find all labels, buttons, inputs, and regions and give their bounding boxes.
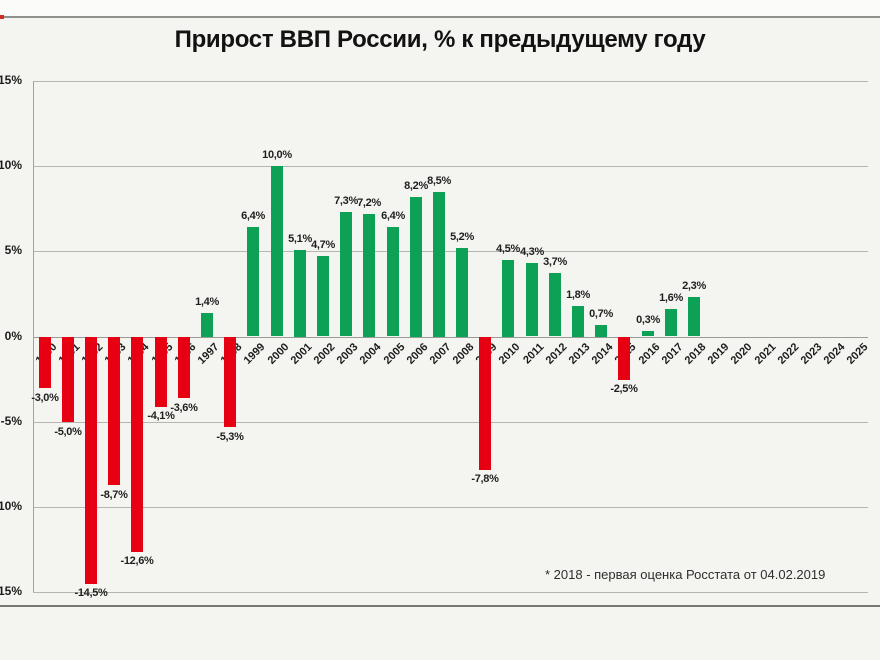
bar-2004 xyxy=(363,214,375,337)
gridline-5% xyxy=(33,251,868,252)
bar-1997 xyxy=(201,313,213,337)
bar-2015 xyxy=(618,337,630,380)
gridline--10% xyxy=(33,507,868,508)
footnote: * 2018 - первая оценка Росстата от 04.02… xyxy=(545,567,826,582)
value-label-2018: 2,3% xyxy=(682,280,706,292)
bar-2013 xyxy=(572,306,584,337)
value-label-1991: -5,0% xyxy=(54,426,82,438)
bar-1999 xyxy=(247,227,259,336)
value-label-2003: 7,3% xyxy=(334,195,358,207)
y-axis-line xyxy=(33,81,34,592)
y-tick--5%: -5% xyxy=(0,414,22,428)
bar-2014 xyxy=(595,325,607,337)
bar-2002 xyxy=(317,256,329,336)
bar-2008 xyxy=(456,248,468,337)
value-label-2016: 0,3% xyxy=(636,314,660,326)
value-label-2009: -7,8% xyxy=(471,473,499,485)
bar-2003 xyxy=(340,212,352,336)
bar-2000 xyxy=(271,166,283,336)
value-label-2000: 10,0% xyxy=(262,149,292,161)
bar-1995 xyxy=(155,337,167,407)
bar-1992 xyxy=(85,337,97,584)
y-tick-15%: 15% xyxy=(0,73,22,87)
bar-2006 xyxy=(410,197,422,337)
gridline--15% xyxy=(33,592,868,593)
bar-1993 xyxy=(108,337,120,485)
value-label-2013: 1,8% xyxy=(566,289,590,301)
value-label-1995: -4,1% xyxy=(147,410,175,422)
value-label-1996: -3,6% xyxy=(170,402,198,414)
value-label-2017: 1,6% xyxy=(659,292,683,304)
value-label-2015: -2,5% xyxy=(610,383,638,395)
y-tick--10%: -10% xyxy=(0,499,22,513)
value-label-2012: 3,7% xyxy=(543,256,567,268)
y-tick-10%: 10% xyxy=(0,158,22,172)
value-label-1990: -3,0% xyxy=(31,392,59,404)
value-label-2007: 8,5% xyxy=(427,175,451,187)
bar-1990 xyxy=(39,337,51,388)
video-player-top-strip xyxy=(0,0,880,16)
value-label-1997: 1,4% xyxy=(195,296,219,308)
bar-2011 xyxy=(526,263,538,336)
value-label-2011: 4,3% xyxy=(520,246,544,258)
value-label-2002: 4,7% xyxy=(311,239,335,251)
value-label-1998: -5,3% xyxy=(216,431,244,443)
bar-1991 xyxy=(62,337,74,422)
value-label-2004: 7,2% xyxy=(357,197,381,209)
bar-2001 xyxy=(294,250,306,337)
value-label-2014: 0,7% xyxy=(589,308,613,320)
value-label-1999: 6,4% xyxy=(241,210,265,222)
gridline--5% xyxy=(33,422,868,423)
bar-1998 xyxy=(224,337,236,427)
bar-2005 xyxy=(387,227,399,336)
y-tick-0%: 0% xyxy=(4,329,22,343)
bar-2009 xyxy=(479,337,491,470)
value-label-1994: -12,6% xyxy=(120,555,154,567)
value-label-1993: -8,7% xyxy=(100,489,128,501)
value-label-2005: 6,4% xyxy=(381,210,405,222)
bar-1994 xyxy=(131,337,143,552)
bar-2010 xyxy=(502,260,514,337)
bar-1996 xyxy=(178,337,190,398)
bar-2012 xyxy=(549,273,561,336)
value-label-2006: 8,2% xyxy=(404,180,428,192)
gridline-15% xyxy=(33,81,868,82)
value-label-2008: 5,2% xyxy=(450,231,474,243)
chart-title: Прирост ВВП России, % к предыдущему году xyxy=(174,26,706,53)
y-tick--15%: -15% xyxy=(0,584,22,598)
bar-2007 xyxy=(433,192,445,337)
bar-2016 xyxy=(642,331,654,336)
video-progress-indicator xyxy=(0,15,4,19)
gridline-0% xyxy=(33,337,868,338)
bar-2017 xyxy=(665,309,677,336)
gridline-10% xyxy=(33,166,868,167)
value-label-2001: 5,1% xyxy=(288,233,312,245)
bottom-divider xyxy=(0,605,880,607)
video-progress-track[interactable] xyxy=(0,16,880,18)
y-tick-5%: 5% xyxy=(4,243,22,257)
bar-2018 xyxy=(688,297,700,336)
value-label-2010: 4,5% xyxy=(496,243,520,255)
value-label-1992: -14,5% xyxy=(74,587,108,599)
